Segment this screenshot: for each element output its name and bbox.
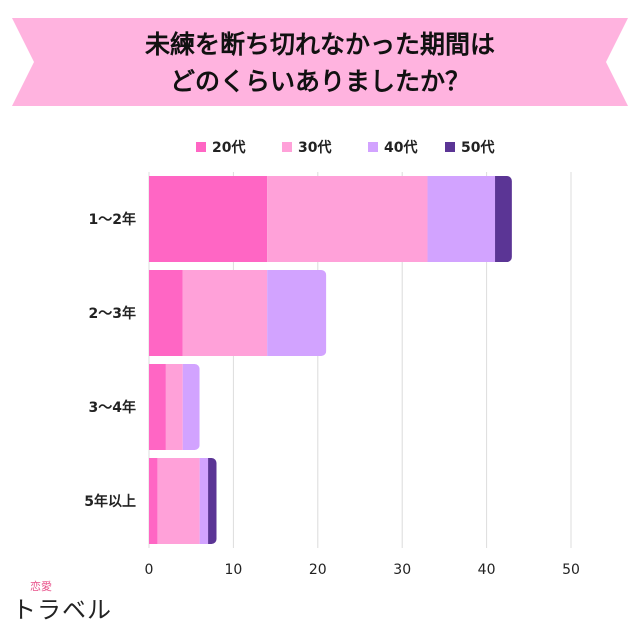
legend-label: 40代 [384, 139, 417, 156]
banner-shape [12, 18, 628, 106]
legend-swatch [196, 142, 206, 152]
legend-swatch [368, 142, 378, 152]
legend-label: 30代 [298, 139, 331, 156]
legend-swatch [445, 142, 455, 152]
bar-segment [149, 270, 183, 356]
bar-group [149, 176, 512, 262]
title-line-2: どのくらいありましたか？ [169, 67, 470, 96]
logo-top-text: 恋愛 [30, 580, 52, 593]
chart-title: 未練を断ち切れなかった期間は どのくらいありましたか？ [80, 20, 560, 106]
category-label: 3〜4年 [89, 399, 136, 416]
bars [149, 176, 512, 544]
bar-segment [182, 270, 268, 356]
bar-segment [495, 176, 512, 262]
category-label: 5年以上 [84, 493, 136, 510]
legend-swatch [282, 142, 292, 152]
bar-group [149, 270, 327, 356]
legend: 20代 30代 40代 50代 [196, 139, 494, 156]
bar-segment [149, 458, 158, 544]
bar-segment [267, 176, 428, 262]
bar-segment [157, 458, 200, 544]
title-banner [12, 18, 628, 106]
legend-label: 20代 [212, 139, 245, 156]
y-axis-categories: 1〜2年 2〜3年 3〜4年 5年以上 [84, 211, 136, 510]
x-axis-ticks: 0 10 20 30 40 50 [145, 562, 580, 578]
x-tick-label: 30 [393, 562, 411, 578]
bar-segment [267, 270, 327, 356]
bar-segment [149, 176, 268, 262]
bar-segment [199, 458, 209, 544]
category-label: 2〜3年 [89, 305, 136, 322]
x-tick-label: 40 [478, 562, 496, 578]
bar-segment [208, 458, 217, 544]
category-label: 1〜2年 [89, 211, 136, 228]
logo-main-text: トラベル [12, 596, 112, 624]
title-line-1: 未練を断ち切れなかった期間は [144, 30, 495, 59]
bar-group [149, 458, 217, 544]
x-tick-label: 20 [309, 562, 327, 578]
bar-segment [165, 364, 183, 450]
bar-group [149, 364, 200, 450]
x-tick-label: 0 [145, 562, 154, 578]
bar-segment [427, 176, 496, 262]
x-tick-label: 50 [562, 562, 580, 578]
bar-segment [182, 364, 200, 450]
bar-segment [149, 364, 166, 450]
x-tick-label: 10 [224, 562, 242, 578]
legend-label: 50代 [461, 139, 494, 156]
